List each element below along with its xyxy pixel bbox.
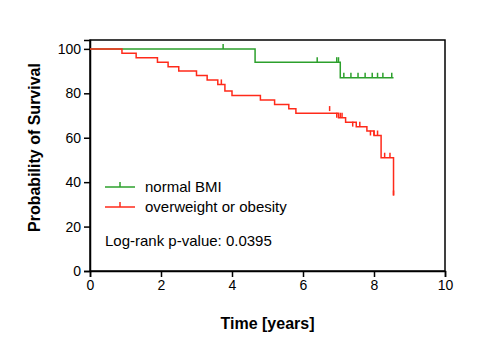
censor-mark: [336, 57, 338, 62]
censor-mark: [371, 73, 373, 78]
tick-mark: [84, 137, 90, 139]
x-axis: 0 2 4 6 8 10: [87, 271, 454, 293]
tick-mark: [84, 93, 90, 95]
tick-label: 4: [229, 277, 237, 293]
tick-label: 60: [65, 130, 81, 146]
plot-frame: [90, 40, 445, 271]
tick-label: 80: [65, 85, 81, 101]
censor-mark: [384, 153, 386, 158]
censor-mark: [340, 113, 342, 118]
tick-label: 10: [438, 277, 454, 293]
censor-mark: [336, 113, 338, 118]
tick: 80: [65, 85, 90, 101]
legend-label: normal BMI: [145, 178, 222, 195]
censor-mark: [222, 44, 224, 49]
tick-label: 40: [65, 174, 81, 190]
tick-mark: [84, 182, 90, 184]
tick: 6: [300, 271, 308, 293]
tick-label: 2: [158, 277, 166, 293]
censor-mark: [391, 73, 393, 78]
tick-label: 6: [300, 277, 308, 293]
tick: 20: [65, 219, 90, 235]
legend: normal BMI overweight or obesity: [105, 178, 287, 215]
censor-mark: [316, 57, 318, 62]
tick: 8: [371, 271, 379, 293]
censor-mark: [341, 113, 343, 118]
legend-item: normal BMI: [105, 178, 222, 195]
legend-swatch-tick: [119, 182, 121, 187]
x-axis-title: Time [years]: [221, 315, 315, 332]
tick-label: 0: [73, 263, 81, 279]
censor-mark: [338, 57, 340, 62]
legend-label: overweight or obesity: [145, 198, 287, 215]
tick: 60: [65, 130, 90, 146]
y-axis: 0 20 40 60 80 100: [58, 41, 91, 279]
tick-label: 0: [87, 277, 95, 293]
axis-line: [84, 41, 91, 272]
tick: 40: [65, 174, 90, 190]
censor-mark: [393, 190, 395, 195]
annotation: Log-rank p-value: 0.0395: [105, 232, 272, 249]
y-axis-title: Probability of Survival: [26, 63, 43, 232]
tick: 2: [158, 271, 166, 293]
censor-mark: [389, 153, 391, 158]
axis-line: [91, 272, 446, 278]
tick: 0: [87, 271, 95, 293]
censor-mark: [364, 73, 366, 78]
censor-mark: [221, 79, 223, 84]
legend-swatch-tick: [119, 202, 121, 207]
tick: 10: [438, 271, 454, 293]
tick-label: 100: [58, 41, 82, 57]
survival-curve: [90, 49, 394, 196]
plot-area: [90, 44, 394, 196]
censor-mark: [382, 73, 384, 78]
tick-label: 20: [65, 219, 81, 235]
censor-mark: [373, 131, 375, 136]
tick-mark: [84, 226, 90, 228]
censor-mark: [350, 73, 352, 78]
tick: 100: [58, 41, 90, 57]
tick: 0: [73, 263, 90, 279]
censor-mark: [352, 122, 354, 127]
censor-mark: [377, 131, 379, 136]
censor-mark: [377, 73, 379, 78]
tick-label: 8: [371, 277, 379, 293]
censor-mark: [357, 73, 359, 78]
censor-mark: [359, 122, 361, 127]
censor-mark: [370, 131, 372, 136]
tick-mark: [84, 271, 90, 273]
legend-item: overweight or obesity: [105, 198, 287, 215]
censor-mark: [329, 106, 331, 111]
tick-mark: [84, 49, 90, 51]
chart: 0246810020406080100Time [years]Probabili…: [0, 0, 500, 351]
tick: 4: [229, 271, 237, 293]
censor-mark: [343, 73, 345, 78]
